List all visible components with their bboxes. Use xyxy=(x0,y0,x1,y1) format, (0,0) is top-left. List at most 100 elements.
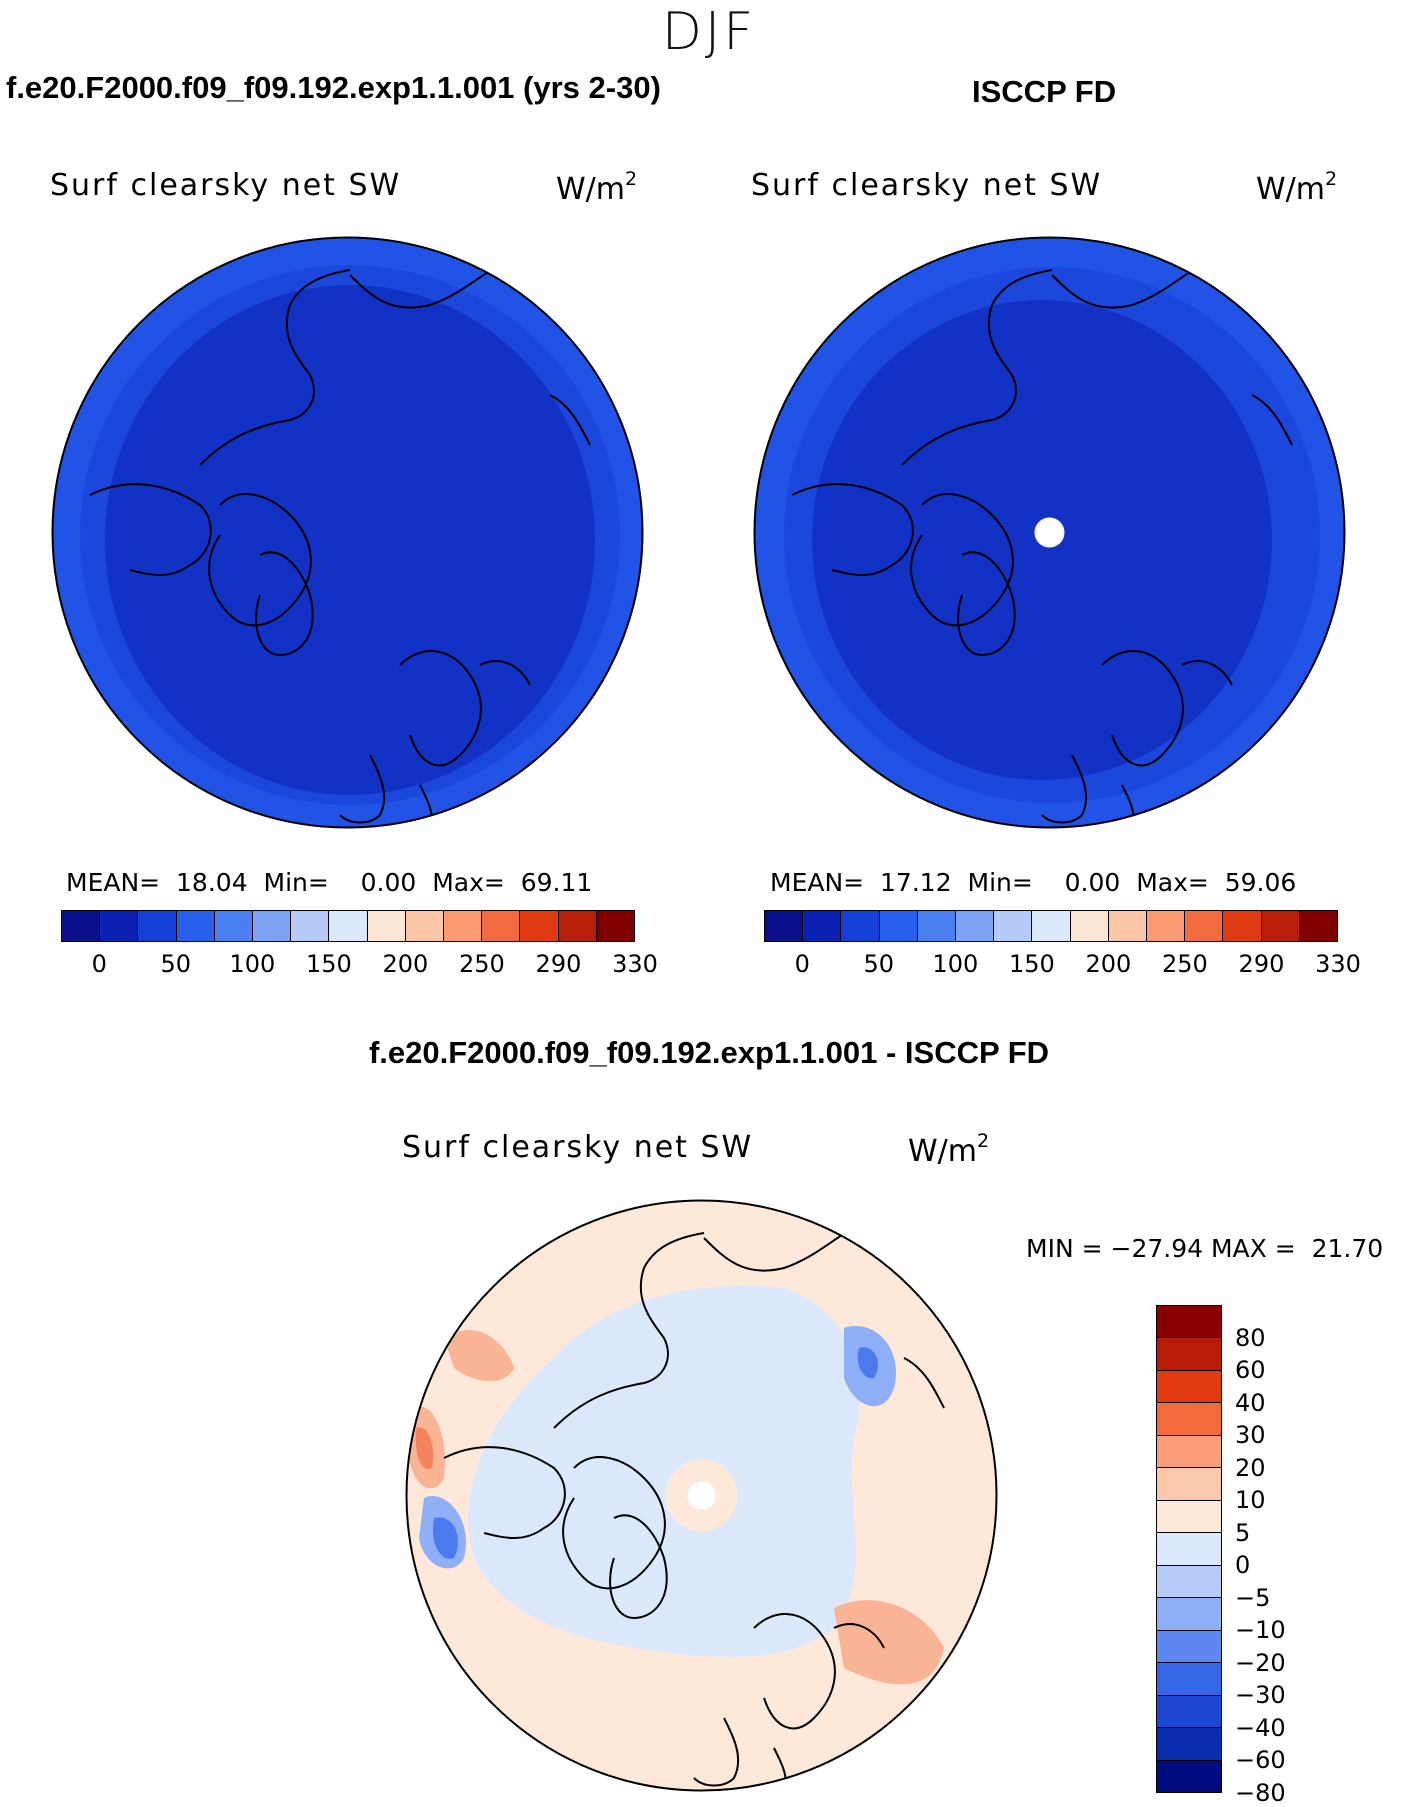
map-boundary xyxy=(51,236,644,829)
positive-anomaly-patch xyxy=(834,1600,944,1685)
colorbar-swatch xyxy=(1157,1663,1221,1696)
colorbar-tick-label: 150 xyxy=(305,950,352,978)
diff-variable-label: Surf clearsky net SW xyxy=(402,1130,754,1165)
colorbar-swatch xyxy=(841,911,880,941)
colorbar-swatch xyxy=(1157,1500,1221,1534)
colorbar-tick-label: 250 xyxy=(459,950,505,978)
colorbar-swatch xyxy=(1157,1630,1221,1664)
negative-anomaly-region xyxy=(467,1285,861,1657)
colorbar-tick-label: −5 xyxy=(1235,1583,1271,1612)
colorbar-tick-label: 200 xyxy=(1085,950,1132,978)
colorbar-swatch xyxy=(1157,1533,1221,1566)
colorbar-swatch xyxy=(1185,911,1224,941)
colorbar-swatch xyxy=(1032,911,1071,941)
colorbar-tick-label: 250 xyxy=(1162,950,1208,978)
colorbar-tick-label: 50 xyxy=(863,950,895,978)
model-stats: MEAN= 18.04 Min= 0.00 Max= 69.11 xyxy=(66,868,593,897)
diff-stats: MIN = −27.94 MAX = 21.70 xyxy=(1026,1234,1384,1263)
colorbar-swatch xyxy=(520,911,559,941)
colorbar-swatch xyxy=(1070,911,1109,941)
model-units-label: W/m2 xyxy=(556,168,638,207)
positive-anomaly-patch xyxy=(444,1329,514,1382)
colorbar-swatch xyxy=(329,911,368,941)
colorbar-swatch xyxy=(1157,1403,1221,1436)
colorbar-swatch xyxy=(1147,911,1186,941)
colorbar-swatch xyxy=(1157,1435,1221,1469)
colorbar-swatch xyxy=(405,911,445,941)
diff-polar-map xyxy=(405,1199,998,1792)
colorbar-tick-label: 0 xyxy=(794,950,810,978)
colorbar-swatch xyxy=(1157,1306,1221,1339)
colorbar-tick-label: −30 xyxy=(1235,1681,1286,1710)
coastline-lines xyxy=(791,264,1293,828)
pole-hole xyxy=(687,1481,716,1510)
colorbar-tick-label: 30 xyxy=(1235,1421,1266,1450)
colorbar-tick-label: 150 xyxy=(1008,950,1055,978)
coastline-lines xyxy=(443,1227,945,1791)
colorbar-swatch xyxy=(1157,1728,1221,1761)
colorbar-swatch xyxy=(214,911,254,941)
model-colorbar xyxy=(61,910,635,942)
obs-colorbar-labels: 0 50 100 150 200 250 290 330 xyxy=(764,950,1361,980)
colorbar-tick-label: 50 xyxy=(160,950,192,978)
colorbar-swatch xyxy=(917,911,957,941)
colorbar-swatch xyxy=(956,911,995,941)
colorbar-tick-label: 60 xyxy=(1235,1356,1266,1385)
colorbar-tick-label: 330 xyxy=(612,950,658,978)
colorbar-tick-label: 10 xyxy=(1235,1486,1266,1515)
colorbar-tick-label: −60 xyxy=(1235,1746,1286,1775)
colorbar-tick-label: 100 xyxy=(229,950,276,978)
colorbar-swatch xyxy=(1108,911,1148,941)
colorbar-tick-label: −40 xyxy=(1235,1713,1286,1742)
colorbar-tick-label: −80 xyxy=(1235,1779,1286,1807)
colorbar-swatch xyxy=(138,911,177,941)
colorbar-swatch xyxy=(879,911,918,941)
colorbar-tick-label: 5 xyxy=(1235,1518,1251,1547)
colorbar-tick-label: 290 xyxy=(1238,950,1285,978)
colorbar-tick-label: −20 xyxy=(1235,1648,1286,1677)
colorbar-swatch xyxy=(765,911,804,941)
colorbar-swatch xyxy=(596,911,635,941)
colorbar-swatch xyxy=(1299,911,1338,941)
colorbar-swatch xyxy=(1157,1760,1221,1793)
colorbar-tick-label: 100 xyxy=(932,950,979,978)
map-inner-band xyxy=(105,285,595,795)
obs-units-label: W/m2 xyxy=(1256,168,1338,207)
colorbar-swatch xyxy=(62,911,101,941)
colorbar-swatch xyxy=(253,911,292,941)
model-variable-label: Surf clearsky net SW xyxy=(50,168,402,203)
colorbar-swatch xyxy=(1157,1370,1221,1404)
colorbar-swatch xyxy=(1157,1468,1221,1501)
coastline-lines xyxy=(89,264,591,828)
diff-colorbar xyxy=(1156,1305,1222,1793)
obs-polar-map xyxy=(753,236,1346,829)
map-boundary xyxy=(405,1199,998,1792)
obs-stats: MEAN= 17.12 Min= 0.00 Max= 59.06 xyxy=(770,868,1297,897)
colorbar-tick-label: 290 xyxy=(535,950,582,978)
model-colorbar-labels: 0 50 100 150 200 250 290 330 xyxy=(61,950,658,980)
obs-variable-label: Surf clearsky net SW xyxy=(751,168,1103,203)
colorbar-tick-label: 20 xyxy=(1235,1453,1266,1482)
obs-colorbar xyxy=(764,910,1338,942)
pole-hole xyxy=(1034,517,1065,548)
colorbar-tick-label: 0 xyxy=(91,950,107,978)
colorbar-swatch xyxy=(444,911,483,941)
colorbar-swatch xyxy=(803,911,842,941)
colorbar-swatch xyxy=(1261,911,1300,941)
colorbar-swatch xyxy=(291,911,330,941)
model-case-title: f.e20.F2000.f09_f09.192.exp1.1.001 (yrs … xyxy=(6,70,661,105)
colorbar-swatch xyxy=(1157,1695,1221,1729)
diff-colorbar-labels: 80 60 40 30 20 10 5 0 −5 −10 −20 −30 −40 −60 −80 xyxy=(1235,1305,1335,1807)
colorbar-swatch xyxy=(367,911,406,941)
colorbar-tick-label: −10 xyxy=(1235,1616,1286,1645)
colorbar-swatch xyxy=(100,911,139,941)
diff-units-label: W/m2 xyxy=(908,1130,990,1169)
strong-negative-patch xyxy=(857,1347,879,1379)
season-title: DJF xyxy=(661,2,757,62)
colorbar-swatch xyxy=(1157,1598,1221,1631)
diff-title: f.e20.F2000.f09_f09.192.exp1.1.001 - ISC… xyxy=(368,1035,1050,1070)
colorbar-tick-label: 40 xyxy=(1235,1388,1266,1417)
obs-case-title: ISCCP FD xyxy=(972,74,1117,109)
colorbar-swatch xyxy=(994,911,1033,941)
colorbar-swatch xyxy=(1157,1565,1221,1599)
